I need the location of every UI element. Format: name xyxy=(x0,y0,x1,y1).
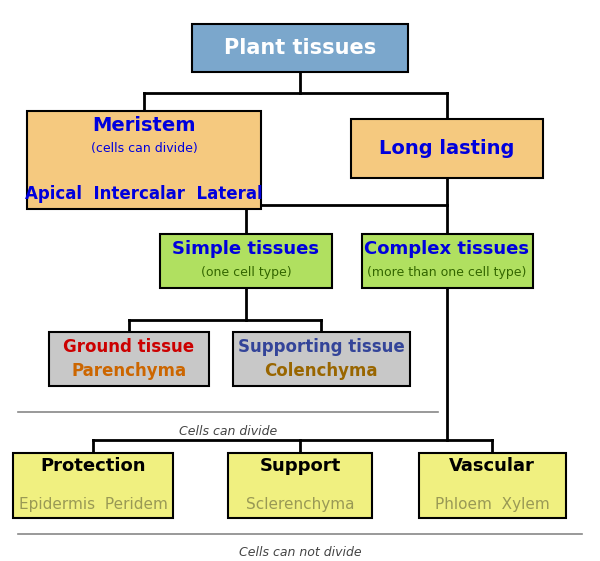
Text: Support: Support xyxy=(259,457,341,475)
FancyBboxPatch shape xyxy=(13,453,173,517)
Text: Phloem  Xylem: Phloem Xylem xyxy=(434,497,550,512)
Text: (more than one cell type): (more than one cell type) xyxy=(367,266,527,279)
Text: Vascular: Vascular xyxy=(449,457,535,475)
Text: Long lasting: Long lasting xyxy=(379,139,515,158)
FancyBboxPatch shape xyxy=(233,332,410,386)
Text: Apical  Intercalar  Lateral: Apical Intercalar Lateral xyxy=(25,185,263,203)
FancyBboxPatch shape xyxy=(160,234,331,287)
FancyBboxPatch shape xyxy=(192,24,408,72)
FancyBboxPatch shape xyxy=(228,453,372,517)
Text: (cells can divide): (cells can divide) xyxy=(91,142,197,155)
Text: Supporting tissue: Supporting tissue xyxy=(238,338,404,356)
Text: Ground tissue: Ground tissue xyxy=(64,338,194,356)
Text: Cells can divide: Cells can divide xyxy=(179,425,277,438)
Text: Sclerenchyma: Sclerenchyma xyxy=(246,497,354,512)
Text: Protection: Protection xyxy=(40,457,146,475)
Text: Parenchyma: Parenchyma xyxy=(71,362,187,380)
FancyBboxPatch shape xyxy=(419,453,566,517)
Text: Epidermis  Peridem: Epidermis Peridem xyxy=(19,497,167,512)
Text: Cells can not divide: Cells can not divide xyxy=(239,546,361,559)
FancyBboxPatch shape xyxy=(27,111,261,209)
Text: Simple tissues: Simple tissues xyxy=(173,240,320,258)
FancyBboxPatch shape xyxy=(361,234,533,287)
Text: Colenchyma: Colenchyma xyxy=(264,362,378,380)
FancyBboxPatch shape xyxy=(351,119,543,178)
Text: Plant tissues: Plant tissues xyxy=(224,38,376,58)
FancyBboxPatch shape xyxy=(49,332,209,386)
Text: Complex tissues: Complex tissues xyxy=(365,240,530,258)
Text: (one cell type): (one cell type) xyxy=(200,266,292,279)
Text: Meristem: Meristem xyxy=(92,116,196,135)
